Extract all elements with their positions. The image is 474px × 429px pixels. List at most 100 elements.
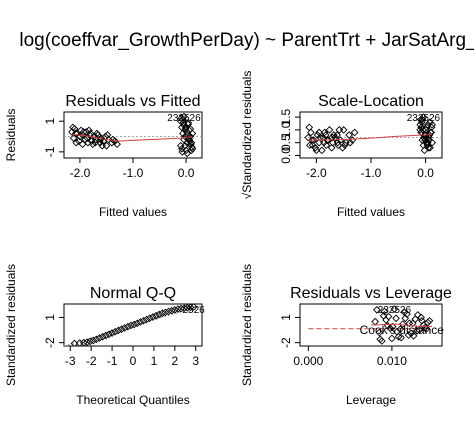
data-point xyxy=(339,126,348,134)
data-point xyxy=(394,332,403,341)
panel-1: Residuals vs Fitted -2.0 -1.0 0.0 -1 1 Fitted … xyxy=(4,93,203,219)
y-tick-label: 1 xyxy=(43,118,57,125)
data-point xyxy=(335,126,344,134)
data-point xyxy=(181,132,189,141)
data-point xyxy=(316,133,325,142)
data-point xyxy=(152,311,160,320)
x-tick-label: -3 xyxy=(65,354,76,368)
data-point xyxy=(71,129,80,138)
data-point xyxy=(333,131,341,139)
data-point xyxy=(318,146,326,155)
x-axis-label: Theoretical Quantiles xyxy=(76,393,189,407)
data-point xyxy=(397,333,405,342)
data-point xyxy=(70,125,79,133)
x-tick-label: -1 xyxy=(107,354,118,368)
data-point xyxy=(186,125,195,133)
data-point xyxy=(164,307,173,316)
cooks-distance-label: Cook's distance xyxy=(360,323,445,337)
data-point xyxy=(422,325,430,334)
data-point xyxy=(378,337,386,345)
y-axis-label: Residuals xyxy=(4,109,18,162)
data-point xyxy=(108,329,116,337)
data-point xyxy=(93,129,101,138)
y-axis-label: √Standardized residuals xyxy=(240,71,254,200)
data-region xyxy=(64,112,202,158)
x-tick-label: -1.0 xyxy=(361,166,382,180)
x-axis-label: Fitted values xyxy=(337,205,405,219)
x-tick-label: 0 xyxy=(130,354,137,368)
data-point xyxy=(328,133,337,142)
data-point xyxy=(420,133,428,142)
data-point xyxy=(145,314,154,323)
data-point xyxy=(117,325,126,334)
data-point xyxy=(177,144,186,153)
data-point xyxy=(426,118,434,127)
panel-title: Scale-Location xyxy=(318,93,424,110)
data-point xyxy=(130,320,138,329)
data-point xyxy=(380,307,389,316)
data-point xyxy=(421,131,430,139)
data-point xyxy=(375,328,384,337)
data-point xyxy=(323,136,332,144)
y-tick-label: 1 xyxy=(43,314,57,321)
y-tick-label: 1.5 xyxy=(279,108,293,125)
data-region xyxy=(300,113,442,155)
data-point xyxy=(123,322,132,331)
x-tick-label: 0.0 xyxy=(178,166,195,180)
y-tick-label: 1.0 xyxy=(279,121,293,138)
data-point xyxy=(98,141,107,150)
data-point xyxy=(396,325,405,334)
data-point xyxy=(413,311,422,319)
data-point xyxy=(133,319,142,328)
data-point xyxy=(423,120,432,129)
data-point xyxy=(404,331,413,339)
data-point xyxy=(149,313,157,321)
data-point xyxy=(427,128,435,137)
data-point xyxy=(423,141,432,150)
panel-title: Normal Q-Q xyxy=(90,285,176,302)
data-point xyxy=(388,334,396,343)
data-point xyxy=(179,129,187,138)
data-point xyxy=(393,327,401,336)
data-point xyxy=(417,123,426,132)
data-point xyxy=(114,326,123,335)
data-point xyxy=(158,309,167,318)
data-point xyxy=(167,306,176,315)
data-point xyxy=(424,143,433,152)
data-point xyxy=(416,120,424,129)
data-point xyxy=(386,324,395,333)
data-point xyxy=(142,315,151,324)
x-tick-label: 3 xyxy=(192,354,199,368)
y-axis-label: Standardized residuals xyxy=(240,264,254,386)
data-point xyxy=(419,113,428,121)
data-point xyxy=(401,314,410,323)
data-point xyxy=(69,123,77,132)
x-tick-label: -2.0 xyxy=(306,166,327,180)
data-point xyxy=(305,141,314,150)
data-point xyxy=(422,123,431,132)
data-point xyxy=(422,138,430,147)
data-point xyxy=(113,140,121,149)
data-point xyxy=(420,146,429,155)
data-point xyxy=(315,128,323,137)
data-point xyxy=(333,138,342,147)
data-point xyxy=(84,138,92,147)
plot-frame xyxy=(299,303,443,347)
data-point xyxy=(398,320,407,328)
data-point xyxy=(390,305,399,313)
data-point xyxy=(83,338,91,346)
data-point xyxy=(426,143,434,152)
data-point xyxy=(422,133,431,142)
data-point xyxy=(177,304,185,313)
data-point xyxy=(155,310,163,319)
data-point xyxy=(388,322,397,331)
data-point xyxy=(101,331,110,340)
y-tick-label: -2 xyxy=(43,337,57,348)
data-point xyxy=(322,141,331,150)
panel-2: Scale-Location-2.0 -1.0 0.00.00.51.01.5Fit… xyxy=(240,71,443,219)
data-point xyxy=(338,143,347,152)
data-point xyxy=(308,136,316,144)
data-point xyxy=(346,138,355,147)
